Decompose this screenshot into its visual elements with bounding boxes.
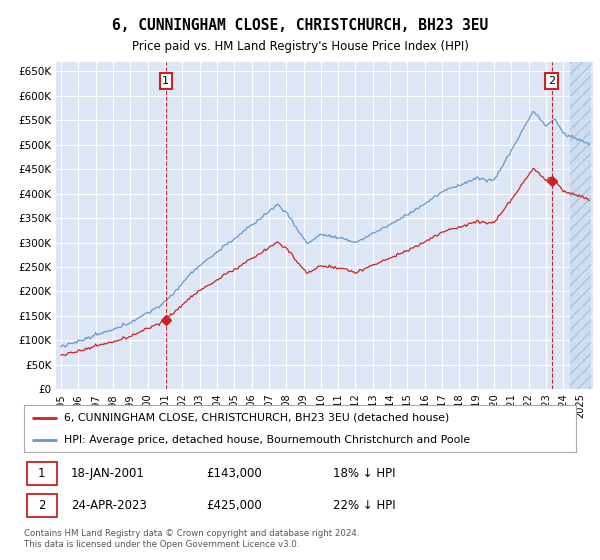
Text: 6, CUNNINGHAM CLOSE, CHRISTCHURCH, BH23 3EU: 6, CUNNINGHAM CLOSE, CHRISTCHURCH, BH23 …: [112, 18, 488, 32]
Text: 6, CUNNINGHAM CLOSE, CHRISTCHURCH, BH23 3EU (detached house): 6, CUNNINGHAM CLOSE, CHRISTCHURCH, BH23 …: [64, 413, 449, 423]
FancyBboxPatch shape: [27, 494, 57, 517]
Text: Contains HM Land Registry data © Crown copyright and database right 2024.
This d: Contains HM Land Registry data © Crown c…: [24, 529, 359, 549]
Text: 2: 2: [38, 499, 46, 512]
FancyBboxPatch shape: [27, 462, 57, 485]
Text: HPI: Average price, detached house, Bournemouth Christchurch and Poole: HPI: Average price, detached house, Bour…: [64, 435, 470, 445]
Text: 18% ↓ HPI: 18% ↓ HPI: [333, 467, 395, 480]
Text: £143,000: £143,000: [206, 467, 262, 480]
Text: Price paid vs. HM Land Registry's House Price Index (HPI): Price paid vs. HM Land Registry's House …: [131, 40, 469, 53]
Text: 2: 2: [548, 76, 556, 86]
Text: 1: 1: [162, 76, 169, 86]
Text: £425,000: £425,000: [206, 499, 262, 512]
Text: 1: 1: [38, 467, 46, 480]
Text: 24-APR-2023: 24-APR-2023: [71, 499, 147, 512]
Text: 22% ↓ HPI: 22% ↓ HPI: [333, 499, 396, 512]
Text: 18-JAN-2001: 18-JAN-2001: [71, 467, 145, 480]
